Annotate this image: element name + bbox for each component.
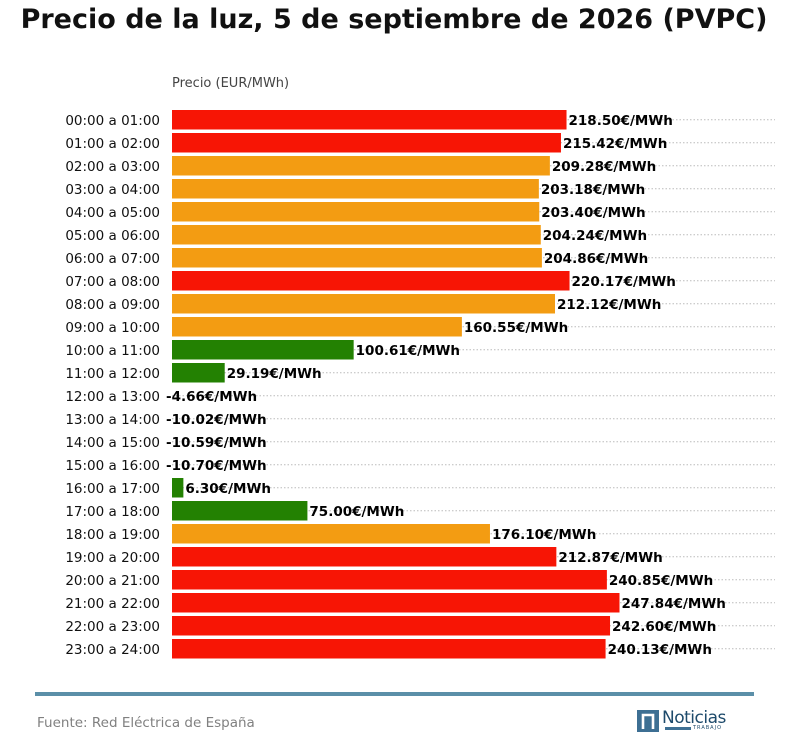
- price-bar: [172, 271, 570, 291]
- price-bar: [172, 248, 542, 268]
- price-bar: [172, 570, 607, 590]
- logo-text: Noticias: [662, 708, 726, 728]
- value-label: -4.66€/MWh: [166, 389, 257, 405]
- price-bar: [172, 317, 462, 337]
- value-label: 75.00€/MWh: [309, 504, 404, 520]
- category-label: 21:00 a 22:00: [65, 596, 160, 612]
- category-label: 14:00 a 15:00: [65, 435, 160, 451]
- category-label: 05:00 a 06:00: [65, 228, 160, 244]
- value-label: 212.12€/MWh: [557, 297, 661, 313]
- category-label: 10:00 a 11:00: [65, 343, 160, 359]
- category-label: 02:00 a 03:00: [65, 159, 160, 175]
- category-label: 18:00 a 19:00: [65, 527, 160, 543]
- value-label: 100.61€/MWh: [356, 343, 460, 359]
- category-label: 00:00 a 01:00: [65, 113, 160, 129]
- value-label: 203.40€/MWh: [541, 205, 645, 221]
- value-label: 204.24€/MWh: [543, 228, 647, 244]
- price-bar: [172, 340, 354, 360]
- logo-mark-icon: [637, 710, 659, 732]
- x-axis-label: Precio (EUR/MWh): [172, 76, 289, 91]
- price-bar: [172, 225, 541, 245]
- value-label: 176.10€/MWh: [492, 527, 596, 543]
- value-label: 204.86€/MWh: [544, 251, 648, 267]
- value-label: 203.18€/MWh: [541, 182, 645, 198]
- value-label: 212.87€/MWh: [558, 550, 662, 566]
- value-label: -10.02€/MWh: [166, 412, 267, 428]
- price-bar: [172, 179, 539, 199]
- value-label: 220.17€/MWh: [572, 274, 676, 290]
- category-label: 20:00 a 21:00: [65, 573, 160, 589]
- price-bar: [172, 294, 556, 314]
- price-bar: [172, 202, 540, 222]
- category-label: 06:00 a 07:00: [65, 251, 160, 267]
- category-label: 17:00 a 18:00: [65, 504, 160, 520]
- price-bar: [172, 133, 561, 153]
- category-label: 12:00 a 13:00: [65, 389, 160, 405]
- noticias-trabajo-logo: Noticias TRABAJO: [637, 708, 737, 736]
- price-bar: [172, 478, 184, 498]
- price-bar: [172, 616, 611, 636]
- price-bar: [172, 363, 225, 383]
- bar-chart: Precio (EUR/MWh) 00:00 a 01:00 218.50€/MWh…: [65, 76, 775, 659]
- category-label: 11:00 a 12:00: [65, 366, 160, 382]
- category-label: 07:00 a 08:00: [65, 274, 160, 290]
- price-bar: [172, 547, 557, 567]
- value-label: 242.60€/MWh: [612, 619, 716, 635]
- value-label: 160.55€/MWh: [464, 320, 568, 336]
- logo-sub-bar: [665, 727, 691, 730]
- category-label: 01:00 a 02:00: [65, 136, 160, 152]
- logo-subtitle: TRABAJO: [665, 725, 727, 731]
- value-label: -10.70€/MWh: [166, 458, 267, 474]
- value-label: 209.28€/MWh: [552, 159, 656, 175]
- category-label: 08:00 a 09:00: [65, 297, 160, 313]
- value-label: 6.30€/MWh: [185, 481, 271, 497]
- value-label: 215.42€/MWh: [563, 136, 667, 152]
- value-label: 240.13€/MWh: [608, 642, 712, 658]
- value-label: 29.19€/MWh: [227, 366, 322, 382]
- category-label: 03:00 a 04:00: [65, 182, 160, 198]
- price-bar: [172, 593, 620, 613]
- category-label: 15:00 a 16:00: [65, 458, 160, 474]
- category-label: 19:00 a 20:00: [65, 550, 160, 566]
- category-label: 13:00 a 14:00: [65, 412, 160, 428]
- category-label: 16:00 a 17:00: [65, 481, 160, 497]
- divider: [35, 692, 754, 696]
- value-label: 240.85€/MWh: [609, 573, 713, 589]
- price-bar: [172, 156, 550, 176]
- category-label: 23:00 a 24:00: [65, 642, 160, 658]
- price-bar: [172, 524, 490, 544]
- logo-sub-text: TRABAJO: [693, 725, 723, 731]
- value-label: 247.84€/MWh: [622, 596, 726, 612]
- chart-title: Precio de la luz, 5 de septiembre de 202…: [20, 4, 768, 35]
- value-label: -10.59€/MWh: [166, 435, 267, 451]
- value-label: 218.50€/MWh: [569, 113, 673, 129]
- category-label: 09:00 a 10:00: [65, 320, 160, 336]
- category-label: 22:00 a 23:00: [65, 619, 160, 635]
- price-bar: [172, 501, 308, 521]
- source-note: Fuente: Red Eléctrica de España: [37, 715, 255, 731]
- category-label: 04:00 a 05:00: [65, 205, 160, 221]
- price-bar: [172, 639, 606, 659]
- price-bar: [172, 110, 567, 130]
